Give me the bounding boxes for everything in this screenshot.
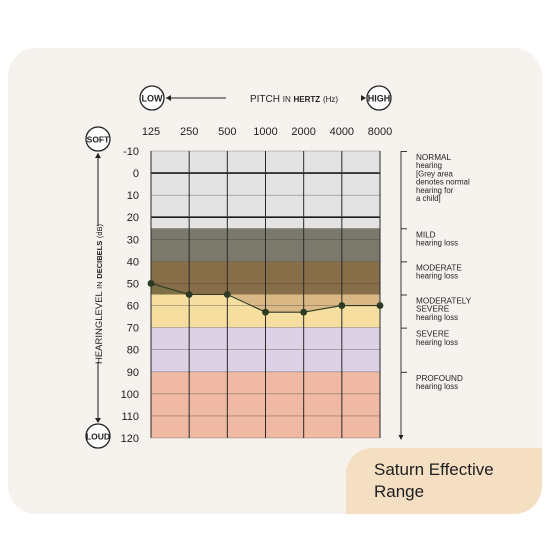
pitch-header: LOW PITCH IN HERTZ (Hz) HIGH [139,85,392,111]
band-label-0-2: [Grey area [416,169,453,178]
level-arrowhead-up-icon [95,153,101,158]
band-label-5-0: PROFOUND [416,374,463,383]
band-label-0-0: NORMAL [416,153,451,162]
x-tick-2000: 2000 [291,126,315,138]
band-label-3-1: SEVERE [416,305,450,314]
band-label-3-0: MODERATELY [416,297,472,306]
band-label-0-3: denotes normal [416,178,470,187]
chart-card: 125 250 500 1000 2000 4000 8000 -10 0 10 20 30 40 50 6… [8,48,542,514]
y-tick-30: 30 [127,234,139,246]
low-label: LOW [142,94,163,104]
y-tick--10: -10 [123,146,139,158]
data-point-8000 [376,302,384,309]
high-label: HIGH [368,94,391,104]
pitch-title: PITCH IN HERTZ (Hz) [250,94,338,105]
data-point-250 [185,291,193,298]
bracket-arrow-icon [398,435,404,440]
y-tick-50: 50 [127,278,139,290]
band-label-1-0: MILD [416,230,436,239]
band-label-0-4: hearing for [416,186,454,195]
low-circle [139,85,165,111]
x-tick-4000: 4000 [330,126,354,138]
x-tick-125: 125 [142,126,160,138]
band-label-2-0: MODERATE [416,263,462,272]
y-tick-10: 10 [127,190,139,202]
band-label-0-1: hearing [416,161,442,170]
y-tick-0: 0 [133,168,139,180]
soft-circle [85,126,111,152]
x-tick-8000: 8000 [368,126,392,138]
x-tick-1000: 1000 [253,126,277,138]
band-label-4-1: hearing loss [416,338,458,347]
data-point-500 [223,291,231,298]
y-tick-20: 20 [127,212,139,224]
pitch-arrowhead-right-icon [361,95,366,101]
hearing-level-axis: SOFT HEARINGLEVEL IN DECIBELS (dB) LOUD [85,126,111,449]
data-point-125 [147,280,155,287]
y-tick-110: 110 [121,411,139,423]
data-point-4000 [338,302,346,309]
band-label-0-5: a child] [416,194,441,203]
data-point-1000 [262,308,269,316]
band-label-3-2: hearing loss [416,313,458,322]
y-tick-80: 80 [127,345,139,357]
band-label-5-1: hearing loss [416,382,458,391]
y-tick-100: 100 [121,389,139,401]
loud-label: LOUD [86,432,110,442]
hearing-level-title: HEARINGLEVEL IN DECIBELS (dB) [94,223,105,364]
x-tick-250: 250 [180,126,198,138]
x-tick-500: 500 [218,126,236,138]
band-label-4-0: SEVERE [416,330,450,339]
high-circle [366,85,392,111]
audiogram-chart: 125 250 500 1000 2000 4000 8000 -10 0 10 20 30 40 50 6… [85,85,472,449]
badge-text: Saturn Effective Range [374,460,494,501]
band-label-2-1: hearing loss [416,272,458,281]
y-tick-120: 120 [121,433,139,445]
y-tick-60: 60 [127,301,139,313]
level-arrowhead-down-icon [95,418,101,423]
soft-label: SOFT [87,135,110,145]
y-tick-90: 90 [127,367,139,379]
y-tick-70: 70 [127,323,139,335]
data-point-2000 [300,308,308,316]
loud-circle [85,423,111,449]
y-tick-40: 40 [127,256,139,268]
saturn-range-badge: Saturn Effective Range [346,448,542,514]
band-label-1-1: hearing loss [416,238,458,247]
pitch-arrowhead-left-icon [166,95,171,101]
